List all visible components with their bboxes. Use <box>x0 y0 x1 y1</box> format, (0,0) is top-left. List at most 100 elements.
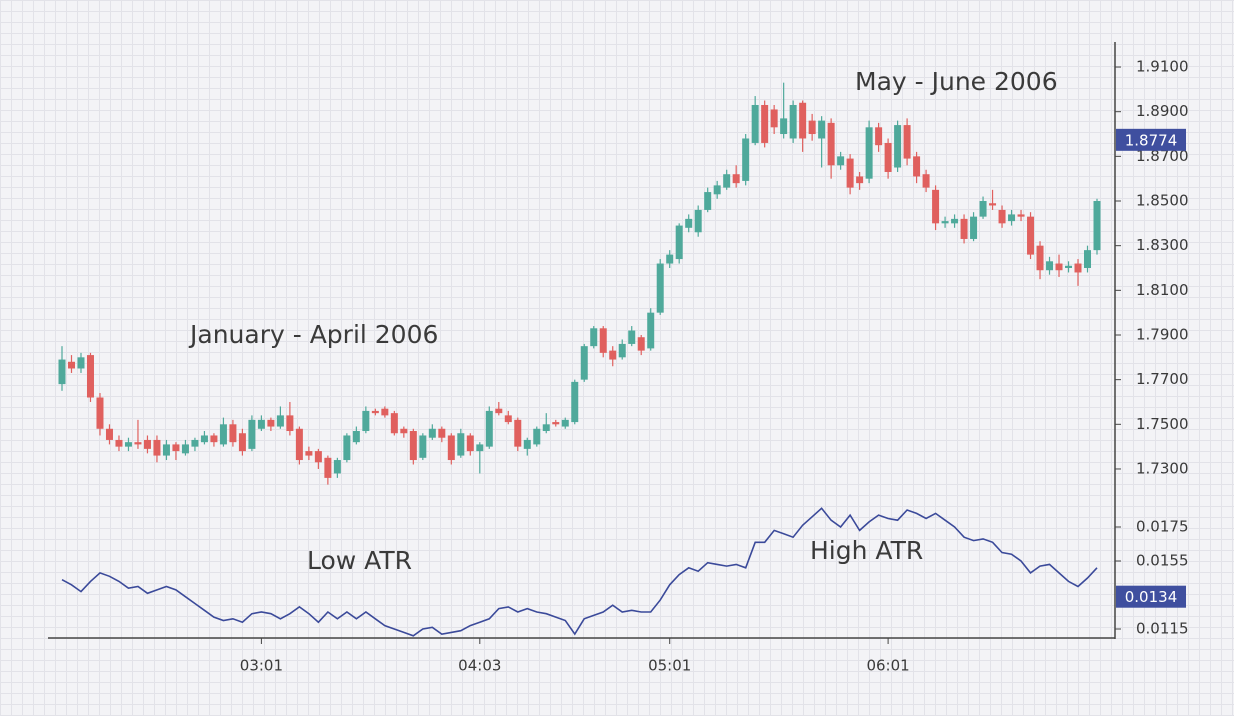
candle-body <box>922 174 930 188</box>
candle-body <box>903 125 911 159</box>
y-tick-label: 1.7500 <box>1136 415 1189 433</box>
candle-body <box>875 127 883 146</box>
y-tick-label: 1.8900 <box>1136 102 1189 120</box>
candle-body <box>86 355 94 398</box>
candle-body <box>409 431 417 461</box>
candle-body <box>390 413 398 434</box>
candle-body <box>295 428 303 461</box>
candle-body <box>723 174 731 188</box>
atr-line <box>61 507 1098 637</box>
candle-body <box>970 216 978 239</box>
candle-body <box>666 254 674 264</box>
y-tick-label: 1.7300 <box>1136 459 1189 477</box>
y-tick-label: 0.0175 <box>1136 518 1189 536</box>
candle-body <box>856 176 864 184</box>
candle-body <box>894 125 902 168</box>
last-value-badge <box>1116 128 1186 151</box>
candle-body <box>951 218 959 224</box>
candle-body <box>732 174 740 184</box>
candle-body <box>713 185 721 195</box>
candle-body <box>770 109 778 128</box>
candle-body <box>457 433 465 456</box>
candle-body <box>124 442 132 447</box>
candle-body <box>447 435 455 461</box>
candle-body <box>248 419 256 449</box>
y-tick-label: 1.9100 <box>1136 58 1189 76</box>
candle-body <box>751 104 759 143</box>
candle-body <box>694 209 702 233</box>
candle-body <box>153 439 161 456</box>
candle-body <box>134 442 142 445</box>
candle-body <box>514 419 522 447</box>
candle-body <box>1036 245 1044 271</box>
annotation: January - April 2006 <box>188 320 438 349</box>
candle-body <box>599 328 607 353</box>
y-tick-label: 1.8500 <box>1136 192 1189 210</box>
candle-body <box>143 439 151 449</box>
candle-body <box>552 422 560 425</box>
candle-body <box>789 104 797 139</box>
candle-body <box>438 428 446 438</box>
candle-body <box>998 209 1006 224</box>
candle-body <box>837 156 845 166</box>
candle-body <box>381 408 389 416</box>
candle-body <box>647 312 655 349</box>
candle-body <box>333 460 341 474</box>
last-value-label: 0.0134 <box>1125 588 1178 606</box>
candle-body <box>628 330 636 344</box>
candle-body <box>504 415 512 423</box>
candle-body <box>276 415 284 427</box>
candle-body <box>846 158 854 188</box>
candle-body <box>105 428 113 440</box>
y-tick-label: 1.8300 <box>1136 236 1189 254</box>
candle-body <box>685 218 693 228</box>
candle-body <box>1055 263 1063 271</box>
candle-body <box>495 408 503 414</box>
candle-body <box>286 415 294 432</box>
y-tick-label: 1.7900 <box>1136 325 1189 343</box>
candle-body <box>913 156 921 177</box>
candle-body <box>742 138 750 181</box>
candle-body <box>637 337 645 351</box>
candle-body <box>1046 261 1054 271</box>
candle-body <box>1008 214 1016 222</box>
candle-body <box>362 410 370 432</box>
candle-body <box>466 435 474 452</box>
candle-body <box>609 350 617 360</box>
candle-body <box>1027 216 1035 255</box>
candle-body <box>1074 263 1082 273</box>
candle-body <box>818 120 826 139</box>
candle-body <box>162 444 170 456</box>
candle-body <box>343 435 351 461</box>
x-tick-label: 04:03 <box>458 657 501 675</box>
candle-body <box>77 357 85 369</box>
candle-body <box>960 218 968 239</box>
candle-body <box>865 127 873 179</box>
candle-body <box>314 451 322 463</box>
candle-body <box>884 142 892 172</box>
candle-body <box>238 433 246 452</box>
candle-body <box>324 457 332 478</box>
candle-body <box>941 221 949 224</box>
last-value-label: 1.8774 <box>1125 131 1178 149</box>
candle-body <box>989 203 997 206</box>
y-tick-label: 0.0155 <box>1136 552 1189 570</box>
annotation: May - June 2006 <box>855 67 1058 96</box>
y-tick-label: 1.8700 <box>1136 147 1189 165</box>
candle-body <box>827 122 835 166</box>
candle-body <box>675 225 683 260</box>
candle-body <box>191 439 199 447</box>
last-value-badge <box>1116 585 1186 608</box>
candle-body <box>932 189 940 224</box>
x-tick-label: 05:01 <box>648 657 691 675</box>
candle-body <box>571 381 579 423</box>
candle-body <box>580 346 588 380</box>
candle-body <box>761 104 769 143</box>
candle-body <box>229 424 237 443</box>
y-tick-label: 0.0115 <box>1136 620 1189 638</box>
candle-body <box>257 419 265 429</box>
candle-body <box>67 361 75 369</box>
candle-body <box>704 192 712 210</box>
candle-body <box>400 428 408 434</box>
